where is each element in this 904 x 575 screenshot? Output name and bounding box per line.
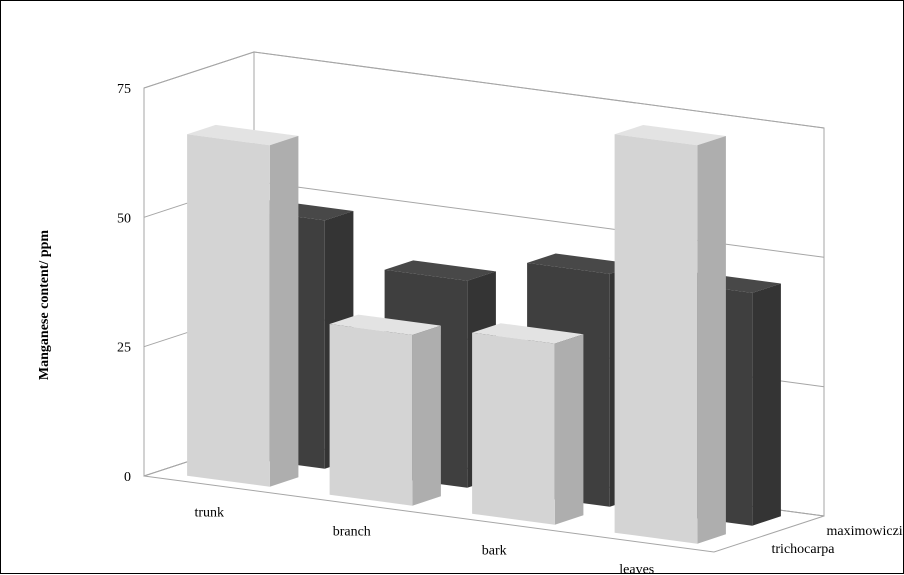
- bar-front: [187, 134, 270, 487]
- category-label: trunk: [194, 506, 224, 521]
- bar-side: [697, 136, 726, 544]
- y-tick-label: 50: [117, 211, 131, 226]
- series-depth-labels: maximowiczii trichocarpa: [772, 524, 904, 557]
- series-label: maximowiczii: [827, 524, 904, 539]
- bar-bark-trichocarpa: [472, 323, 583, 525]
- bar-front: [472, 333, 555, 525]
- series-label: trichocarpa: [772, 542, 836, 557]
- bar-side: [270, 136, 299, 487]
- bar-leaves-trichocarpa: [615, 125, 726, 544]
- bar-trunk-trichocarpa: [187, 125, 298, 487]
- bar-branch-trichocarpa: [330, 315, 441, 506]
- category-label: branch: [333, 525, 371, 540]
- y-tick-label: 25: [117, 341, 131, 356]
- y-tick-labels: 0 25 50 75: [117, 82, 131, 485]
- bar-side: [412, 326, 441, 506]
- y-tick-label: 75: [117, 82, 131, 97]
- bar-front: [615, 134, 698, 543]
- category-label: bark: [482, 544, 507, 559]
- y-axis-title: Manganese content/ ppm: [37, 230, 52, 380]
- bar-side: [752, 284, 781, 526]
- y-tick-label: 0: [124, 470, 131, 485]
- bar-side: [555, 334, 584, 524]
- bar-front: [330, 324, 413, 506]
- category-label: leaves: [619, 563, 654, 575]
